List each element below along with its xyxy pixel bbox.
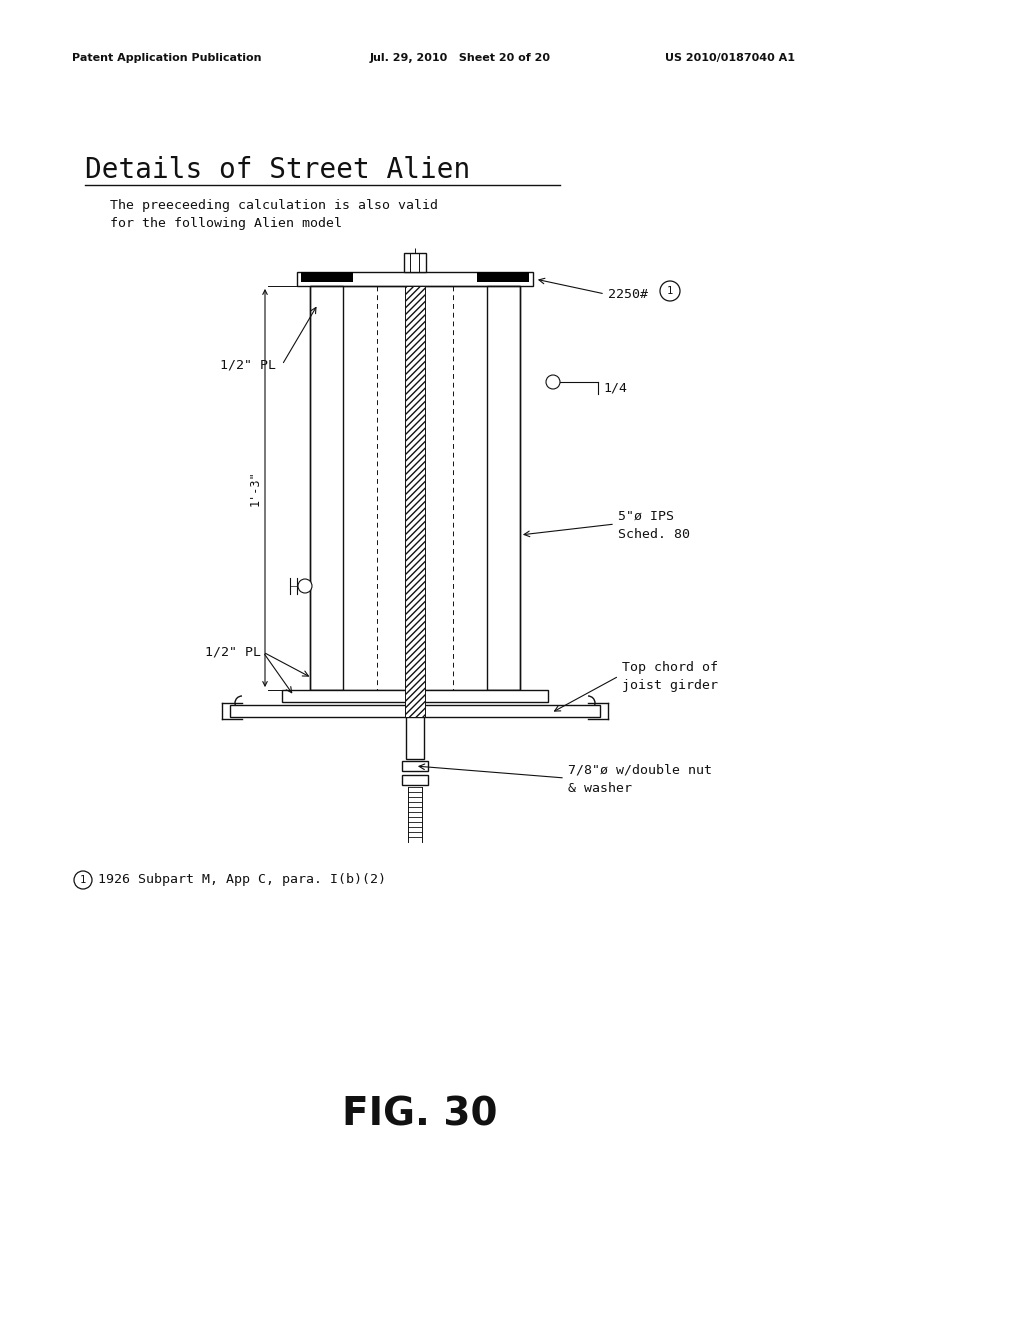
Text: 1: 1 — [667, 286, 673, 296]
Circle shape — [660, 281, 680, 301]
Text: 1/4: 1/4 — [603, 381, 627, 395]
Text: 5"ø IPS: 5"ø IPS — [618, 510, 674, 523]
Bar — [406, 717, 424, 759]
Text: 1/2" PL: 1/2" PL — [220, 359, 276, 371]
Bar — [402, 775, 428, 785]
Bar — [402, 762, 428, 771]
Bar — [297, 272, 534, 286]
Text: 1926 Subpart M, App C, para. I(b)(2): 1926 Subpart M, App C, para. I(b)(2) — [98, 874, 386, 887]
Bar — [477, 272, 529, 282]
Bar — [310, 286, 520, 690]
Text: 1: 1 — [80, 875, 86, 884]
Text: Top chord of: Top chord of — [622, 660, 718, 673]
Text: 7/8"ø w/double nut: 7/8"ø w/double nut — [568, 763, 712, 776]
Circle shape — [546, 375, 560, 389]
Text: Sched. 80: Sched. 80 — [618, 528, 690, 540]
Text: 1/2" PL: 1/2" PL — [205, 645, 261, 659]
Bar — [406, 286, 425, 717]
Circle shape — [74, 871, 92, 888]
Text: for the following Alien model: for the following Alien model — [110, 216, 342, 230]
Text: & washer: & washer — [568, 781, 632, 795]
Text: Jul. 29, 2010   Sheet 20 of 20: Jul. 29, 2010 Sheet 20 of 20 — [370, 53, 551, 63]
Bar — [404, 253, 426, 272]
Text: joist girder: joist girder — [622, 678, 718, 692]
Bar — [487, 286, 520, 690]
Text: 1'-3": 1'-3" — [249, 470, 261, 506]
Text: Details of Street Alien: Details of Street Alien — [85, 156, 470, 183]
Text: The preeceeding calculation is also valid: The preeceeding calculation is also vali… — [110, 198, 438, 211]
Bar — [301, 272, 353, 282]
Text: US 2010/0187040 A1: US 2010/0187040 A1 — [665, 53, 795, 63]
Bar — [282, 690, 548, 702]
Text: 2250#: 2250# — [608, 288, 648, 301]
Bar — [230, 705, 600, 717]
Text: FIG. 30: FIG. 30 — [342, 1096, 498, 1134]
Text: Patent Application Publication: Patent Application Publication — [72, 53, 261, 63]
Bar — [310, 286, 343, 690]
Circle shape — [298, 579, 312, 593]
